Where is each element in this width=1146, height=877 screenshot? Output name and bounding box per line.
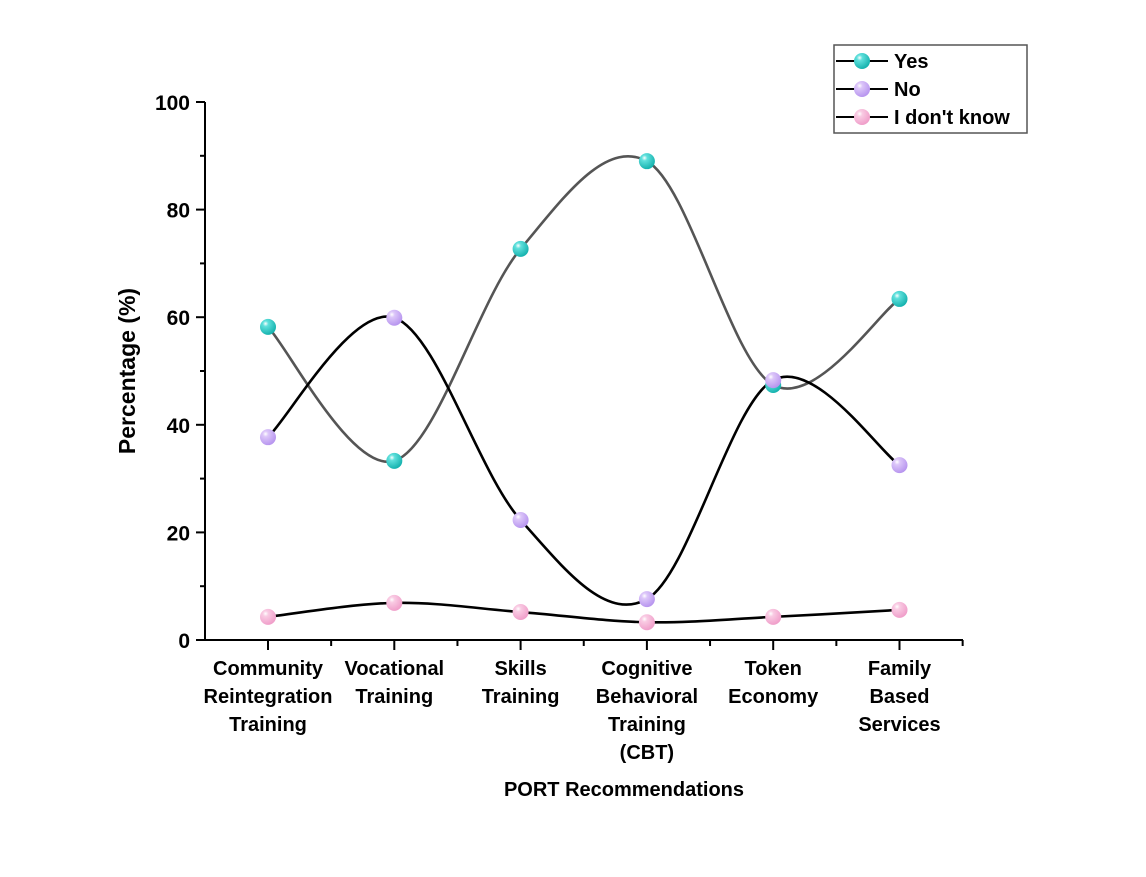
legend-marker (854, 81, 870, 97)
data-point-i-don-t-know (638, 614, 655, 631)
series-line-yes (267, 154, 901, 463)
legend-marker (854, 53, 870, 69)
data-point-no (891, 457, 908, 474)
data-point-i-don-t-know (512, 604, 529, 621)
legend-label: No (894, 79, 921, 101)
x-tick-label: Skills Training (482, 658, 560, 708)
series-markers (260, 153, 908, 631)
data-point-i-don-t-know (386, 594, 403, 611)
data-point-yes (386, 452, 403, 469)
data-point-no (638, 591, 655, 608)
legend: Yes No I don't know (833, 44, 1028, 134)
series-lines (267, 154, 901, 624)
series-line-no (267, 315, 901, 606)
data-point-yes (512, 240, 529, 257)
y-axis-title: Percentage (%) (114, 288, 140, 454)
y-tick-label: 20 (167, 522, 190, 545)
x-tick-label: Community Reintegration Training (204, 658, 333, 736)
y-tick-label: 0 (178, 630, 190, 653)
data-point-no (260, 429, 276, 446)
data-point-yes (260, 318, 276, 335)
legend-label: I don't know (894, 107, 1010, 129)
x-axis-title: PORT Recommendations (504, 779, 744, 801)
data-point-no (386, 309, 403, 326)
data-point-yes (891, 290, 908, 307)
axes: 0 20 40 60 80 100 Community Reintegration Traini… (155, 92, 964, 764)
x-tick-label: Family Based Services (858, 658, 940, 736)
data-point-yes (638, 153, 655, 170)
y-tick-label: 80 (167, 200, 190, 223)
series-line-i-don-t-know (267, 601, 900, 624)
x-tick-label: Vocational Training (344, 658, 444, 708)
legend-marker (854, 109, 870, 125)
data-point-i-don-t-know (260, 608, 276, 625)
data-point-i-don-t-know (765, 608, 782, 625)
data-point-no (765, 372, 782, 389)
y-tick-label: 100 (155, 92, 190, 115)
x-tick-label: Token Economy (728, 658, 819, 708)
y-tick-label: 60 (167, 307, 190, 330)
x-tick-label: Cognitive Behavioral Training (CBT) (596, 658, 698, 764)
data-point-i-don-t-know (891, 601, 908, 618)
y-tick-label: 40 (167, 415, 190, 438)
data-point-no (512, 512, 529, 529)
legend-label: Yes (894, 51, 928, 73)
